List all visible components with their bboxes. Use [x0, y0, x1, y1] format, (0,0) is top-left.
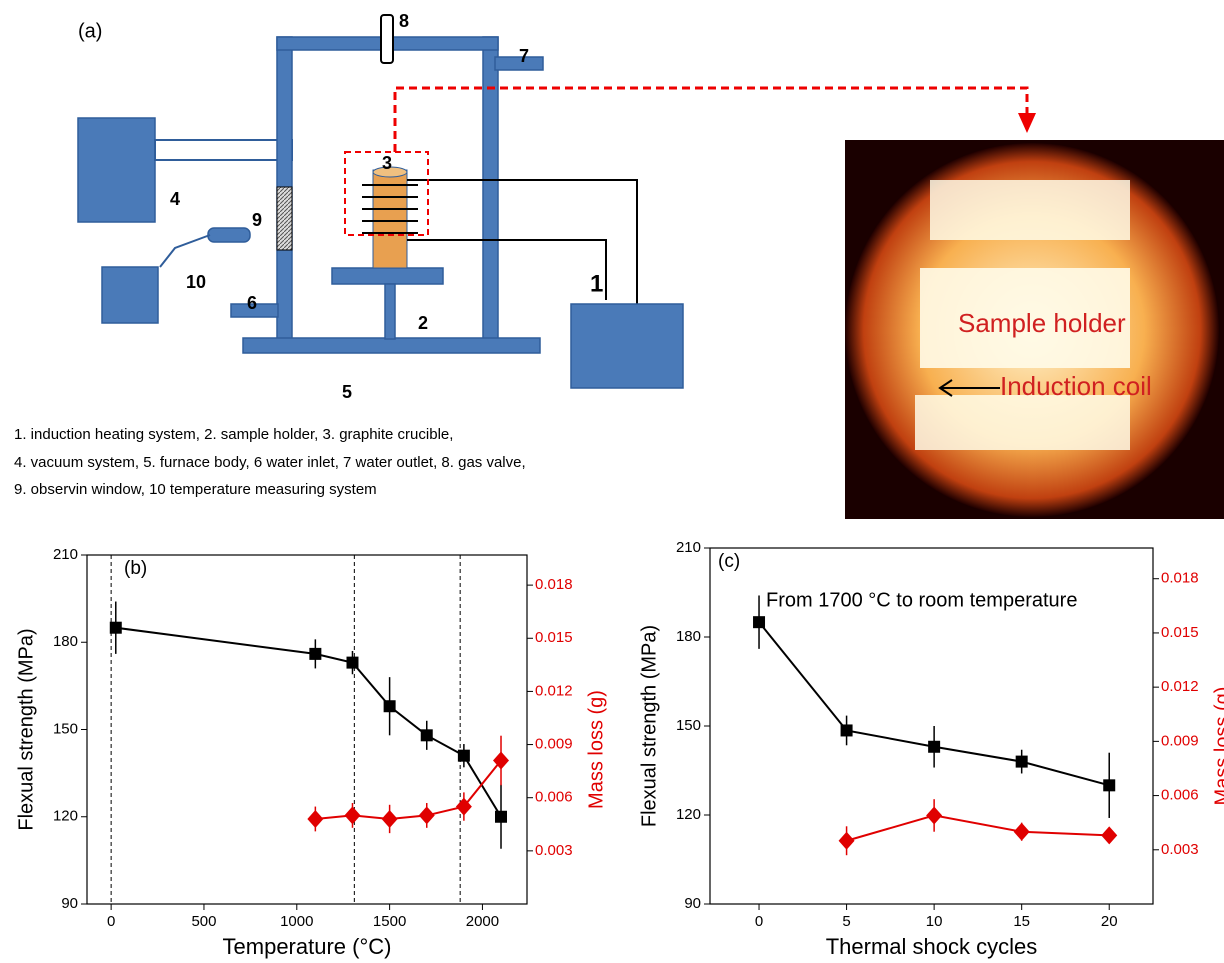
y-tick-label: 120 — [676, 806, 701, 823]
panel-label: (a) — [78, 20, 102, 42]
data-point — [344, 806, 360, 824]
y2-axis-label: Mass loss (g) — [585, 690, 607, 809]
y-tick-label: 150 — [676, 717, 701, 734]
data-point — [110, 622, 122, 634]
annotation: From 1700 °C to room temperature — [766, 589, 1077, 611]
y-axis-label: Flexual strength (MPa) — [15, 628, 37, 830]
data-point — [1103, 779, 1115, 791]
y-axis-label: Flexual strength (MPa) — [638, 625, 660, 827]
part-label: 10 — [186, 272, 206, 292]
panel-label: (b) — [124, 558, 147, 579]
y2-tick-label: 0.015 — [535, 629, 573, 646]
data-point — [1101, 826, 1117, 844]
data-point — [419, 806, 435, 824]
part-label: 5 — [342, 382, 352, 402]
y-tick-label: 210 — [53, 546, 78, 563]
part-label: 6 — [247, 293, 257, 313]
y2-tick-label: 0.012 — [1161, 678, 1199, 695]
chart: 0 500 1000 1500 2000 90 120 150 180 210 0.003 0.006… — [15, 546, 607, 959]
data-point — [421, 729, 433, 741]
y2-tick-label: 0.003 — [1161, 841, 1199, 858]
data-point — [382, 810, 398, 828]
y-tick-label: 180 — [676, 628, 701, 645]
data-point — [458, 750, 470, 762]
y-tick-label: 90 — [61, 895, 78, 912]
data-point — [753, 616, 765, 628]
data-point — [928, 741, 940, 753]
data-point — [926, 806, 942, 824]
panel-label: (c) — [718, 551, 740, 572]
data-point — [1016, 756, 1028, 768]
y2-tick-label: 0.009 — [1161, 732, 1199, 749]
figure: (a) 1 2 3 4 5 6 7 8 9 10 1. induction he… — [0, 0, 1224, 963]
part-label: 3 — [382, 153, 392, 173]
x-tick-label: 2000 — [466, 913, 499, 930]
data-point — [839, 832, 855, 850]
diagram: (a) 1 2 3 4 5 6 7 8 9 10 1. induction he… — [14, 11, 1224, 519]
caption: 9. observin window, 10 temperature measu… — [14, 481, 377, 498]
photo-label: Induction coil — [1000, 371, 1152, 401]
y2-axis-label: Mass loss (g) — [1211, 687, 1224, 806]
x-axis-label: Temperature (°C) — [223, 934, 392, 959]
x-tick-label: 0 — [107, 913, 115, 930]
x-axis-label: Thermal shock cycles — [826, 934, 1038, 959]
y-tick-label: 90 — [684, 895, 701, 912]
part-label: 7 — [519, 46, 529, 66]
data-point — [346, 657, 358, 669]
x-tick-label: 5 — [842, 913, 850, 930]
x-tick-label: 1000 — [280, 913, 313, 930]
y2-tick-label: 0.018 — [535, 576, 573, 593]
y-tick-label: 210 — [676, 539, 701, 556]
data-point — [495, 811, 507, 823]
chart: 0 5 10 15 20 90 120 150 180 210 0.003 0.006 0.009 0.0… — [638, 539, 1224, 959]
data-point — [307, 810, 323, 828]
part-label: 4 — [170, 189, 180, 209]
y-tick-label: 120 — [53, 808, 78, 825]
series-line — [116, 628, 501, 817]
y-tick-label: 150 — [53, 720, 78, 737]
part-label: 1 — [590, 270, 603, 297]
data-point — [841, 724, 853, 736]
y2-tick-label: 0.012 — [535, 682, 573, 699]
series-line — [847, 815, 1110, 840]
x-tick-label: 20 — [1101, 913, 1118, 930]
y2-tick-label: 0.009 — [535, 736, 573, 753]
data-point — [309, 648, 321, 660]
plot-frame — [87, 555, 527, 904]
part-label: 2 — [418, 313, 428, 333]
x-tick-label: 500 — [191, 913, 216, 930]
part-label: 8 — [399, 11, 409, 31]
photo-label: Sample holder — [958, 308, 1126, 338]
data-point — [384, 700, 396, 712]
y-tick-label: 180 — [53, 633, 78, 650]
caption: 4. vacuum system, 5. furnace body, 6 wat… — [14, 454, 526, 471]
x-tick-label: 0 — [755, 913, 763, 930]
data-point — [1014, 823, 1030, 841]
y2-tick-label: 0.006 — [1161, 787, 1199, 804]
y2-tick-label: 0.003 — [535, 842, 573, 859]
y2-tick-label: 0.018 — [1161, 570, 1199, 587]
x-tick-label: 10 — [926, 913, 943, 930]
x-tick-label: 1500 — [373, 913, 406, 930]
part-label: 9 — [252, 210, 262, 230]
x-tick-label: 15 — [1013, 913, 1030, 930]
caption: 1. induction heating system, 2. sample h… — [14, 426, 453, 443]
y2-tick-label: 0.006 — [535, 789, 573, 806]
y2-tick-label: 0.015 — [1161, 624, 1199, 641]
